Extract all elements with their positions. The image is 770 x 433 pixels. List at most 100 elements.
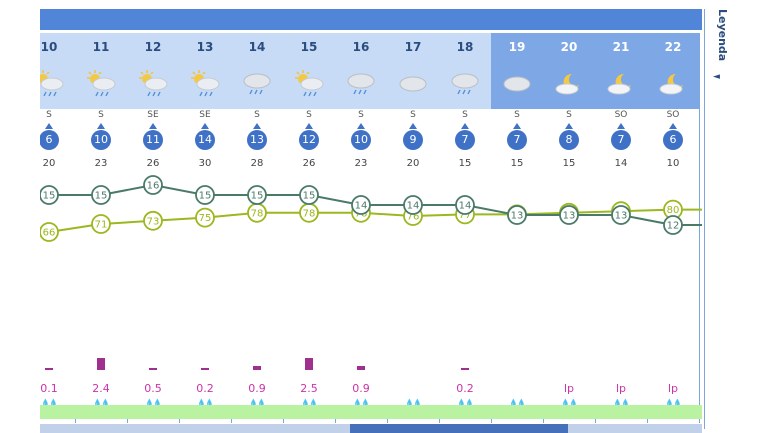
column-divider [699,33,700,423]
wind-gust-value: 28 [250,158,264,169]
wind-speed-badge: 8 [559,130,579,150]
precipitation-value: 0.9 [248,382,266,395]
hour-label: 22 [664,40,682,54]
cloud-drizzle-icon-glyph [243,73,271,95]
rain-drops-icon: 💧💧 [665,399,681,407]
wind-arrow-icon [201,123,209,129]
legend-toggle[interactable]: Leyenda [716,9,729,62]
humidity-point-label: 78 [303,208,316,219]
cloud-drizzle-icon-glyph [451,73,479,95]
temperature-point-label: 13 [615,211,628,222]
wind-speed-badge: 6 [663,130,683,150]
wind-gust-value: 10 [666,158,680,169]
precipitation-value: lp [563,382,575,395]
precipitation-bar [305,358,313,370]
sun-cloud-drizzle-icon [75,67,127,103]
rain-drops-icon: 💧💧 [353,399,369,407]
precipitation-value: 0.9 [352,382,370,395]
moon-cloud-icon [543,67,595,103]
temperature-point-label: 14 [355,201,368,212]
sun-cloud-drizzle-icon [283,67,335,103]
sun-cloud-drizzle-icon-glyph [191,70,220,97]
temperature-point [403,195,423,215]
temperature-point [91,185,111,205]
hour-label: 18 [456,40,474,54]
wind-gust-value: 20 [406,158,420,169]
sun-cloud-drizzle-icon-glyph [40,70,64,97]
wind-speed-badge: 7 [611,130,631,150]
wind-direction-label: S [98,110,104,120]
cloud-icon [491,67,543,103]
precipitation-bar [201,368,209,370]
cloud-icon-glyph [503,76,531,92]
wind-arrow-icon [305,123,313,129]
wind-speed-badge: 6 [40,130,59,150]
wind-gust-value: 23 [94,158,108,169]
header-bar [40,9,702,30]
temperature-point-label: 15 [251,191,264,202]
header-divider [40,30,702,33]
rain-drops-icon: 💧💧 [249,399,265,407]
temperature-point [247,185,267,205]
humidity-point-label: 75 [199,213,212,224]
precipitation-bar [149,368,157,370]
wind-arrow-icon [409,123,417,129]
wind-direction-label: SO [614,110,628,120]
wind-direction-label: S [462,110,468,120]
wind-direction-label: SE [147,110,159,120]
precipitation-bar [461,368,469,370]
moon-cloud-icon-glyph [607,73,631,95]
hour-label: 11 [92,40,110,54]
temperature-point-label: 14 [459,201,472,212]
wind-speed-badge: 12 [299,130,319,150]
temperature-point-label: 15 [199,191,212,202]
moon-cloud-icon [647,67,699,103]
rain-drops-icon: 💧💧 [301,399,317,407]
rain-drops-icon: 💧💧 [93,399,109,407]
wind-direction-label: S [410,110,416,120]
rain-drops-icon: 💧💧 [509,399,525,407]
wind-speed-badge: 10 [91,130,111,150]
precipitation-value: 0.2 [456,382,474,395]
humidity-point-label: 71 [95,220,108,231]
temperature-point-label: 16 [147,181,160,192]
wind-direction-label: S [254,110,260,120]
hour-label: 12 [144,40,162,54]
wind-direction-label: SE [199,110,211,120]
temperature-point [663,215,683,235]
hour-label: 10 [40,40,58,54]
sun-cloud-drizzle-icon [127,67,179,103]
wind-arrow-icon [357,123,365,129]
humidity-point-label: 76 [407,212,420,223]
cloud-icon-glyph [399,76,427,92]
temperature-point-label: 15 [43,191,56,202]
wind-speed-badge: 11 [143,130,163,150]
temperature-point [40,185,59,205]
rain-drops-icon: 💧💧 [457,399,473,407]
sun-cloud-drizzle-icon [40,67,75,103]
sun-cloud-drizzle-icon-glyph [295,70,324,97]
temperature-point-label: 15 [95,191,108,202]
legend-divider [704,9,705,429]
legend-arrow-icon[interactable]: ◄ [713,72,720,82]
cloud-drizzle-icon [335,67,387,103]
wind-direction-label: S [514,110,520,120]
rain-drops-icon: 💧💧 [613,399,629,407]
cloud-drizzle-icon-glyph [347,73,375,95]
hour-column [40,33,75,405]
humidity-point-label: 80 [667,205,680,216]
wind-direction-label: S [306,110,312,120]
rain-drops-icon: 💧💧 [41,399,57,407]
temperature-point [507,205,527,225]
rain-drops-icon: 💧💧 [561,399,577,407]
wind-gust-value: 15 [562,158,576,169]
hour-label: 14 [248,40,266,54]
humidity-point-label: 77 [459,210,472,221]
wind-gust-value: 15 [510,158,524,169]
rain-drops-icon: 💧💧 [145,399,161,407]
horizontal-scrollbar-thumb[interactable] [350,424,568,433]
wind-arrow-icon [45,123,53,129]
cloud-drizzle-icon [231,67,283,103]
wind-gust-value: 30 [198,158,212,169]
wind-arrow-icon [253,123,261,129]
